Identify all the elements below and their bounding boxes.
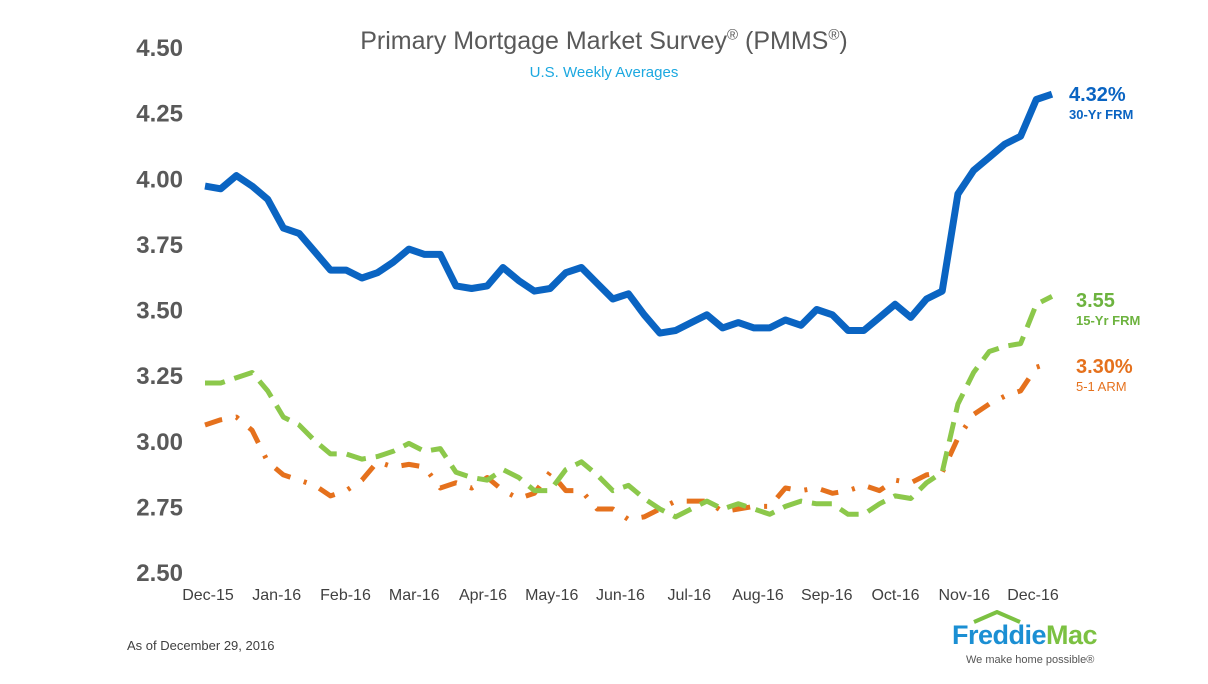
- freddie-mac-logo: FreddieMac We make home possible®: [952, 610, 1098, 667]
- x-tick-label: Jan-16: [252, 587, 301, 604]
- label-15yr: 3.55 15-Yr FRM: [1076, 290, 1141, 328]
- y-tick-label: 4.00: [136, 166, 183, 193]
- y-tick-label: 2.75: [136, 494, 183, 521]
- x-tick-label: Dec-16: [1007, 587, 1059, 604]
- y-tick-label: 4.25: [136, 101, 183, 128]
- x-tick-label: Jun-16: [596, 587, 645, 604]
- y-tick-label: 3.75: [136, 232, 183, 259]
- label-arm: 3.30% 5-1 ARM: [1076, 356, 1133, 394]
- series-line-15-yr-frm: [205, 294, 1054, 520]
- x-tick-label: Dec-15: [182, 587, 234, 604]
- series-line-30-yr-frm: [204, 90, 1054, 337]
- x-tick-label: Feb-16: [320, 587, 371, 604]
- x-tick-label: Apr-16: [459, 587, 507, 604]
- series-line-5-1-arm: [204, 359, 1053, 522]
- y-tick-label: 3.00: [136, 429, 183, 456]
- x-tick-label: Jul-16: [667, 587, 711, 604]
- x-axis: Dec-15 Jan-16 Feb-16 Mar-16 Apr-16 May-16 Jun-…: [182, 587, 1059, 604]
- roof-icon: [973, 610, 1021, 624]
- x-tick-label: May-16: [525, 587, 578, 604]
- x-tick-label: Sep-16: [801, 587, 853, 604]
- x-tick-label: Nov-16: [938, 587, 990, 604]
- y-axis: 2.50 2.75 3.00 3.25 3.50 3.75 4.00 4.25 4.50: [136, 35, 183, 587]
- x-tick-label: Mar-16: [389, 587, 440, 604]
- y-tick-label: 3.50: [136, 298, 183, 325]
- y-tick-label: 4.50: [136, 35, 183, 62]
- as-of-date: As of December 29, 2016: [127, 638, 275, 653]
- series-lines: [204, 90, 1054, 522]
- y-tick-label: 3.25: [136, 363, 183, 390]
- x-tick-label: Oct-16: [871, 587, 919, 604]
- chart-subtitle: U.S. Weekly Averages: [529, 64, 679, 81]
- x-tick-label: Aug-16: [732, 587, 784, 604]
- chart-title: Primary Mortgage Market Survey® (PMMS®): [360, 26, 848, 55]
- y-tick-label: 2.50: [136, 560, 183, 587]
- label-30yr: 4.32% 30-Yr FRM: [1069, 84, 1134, 122]
